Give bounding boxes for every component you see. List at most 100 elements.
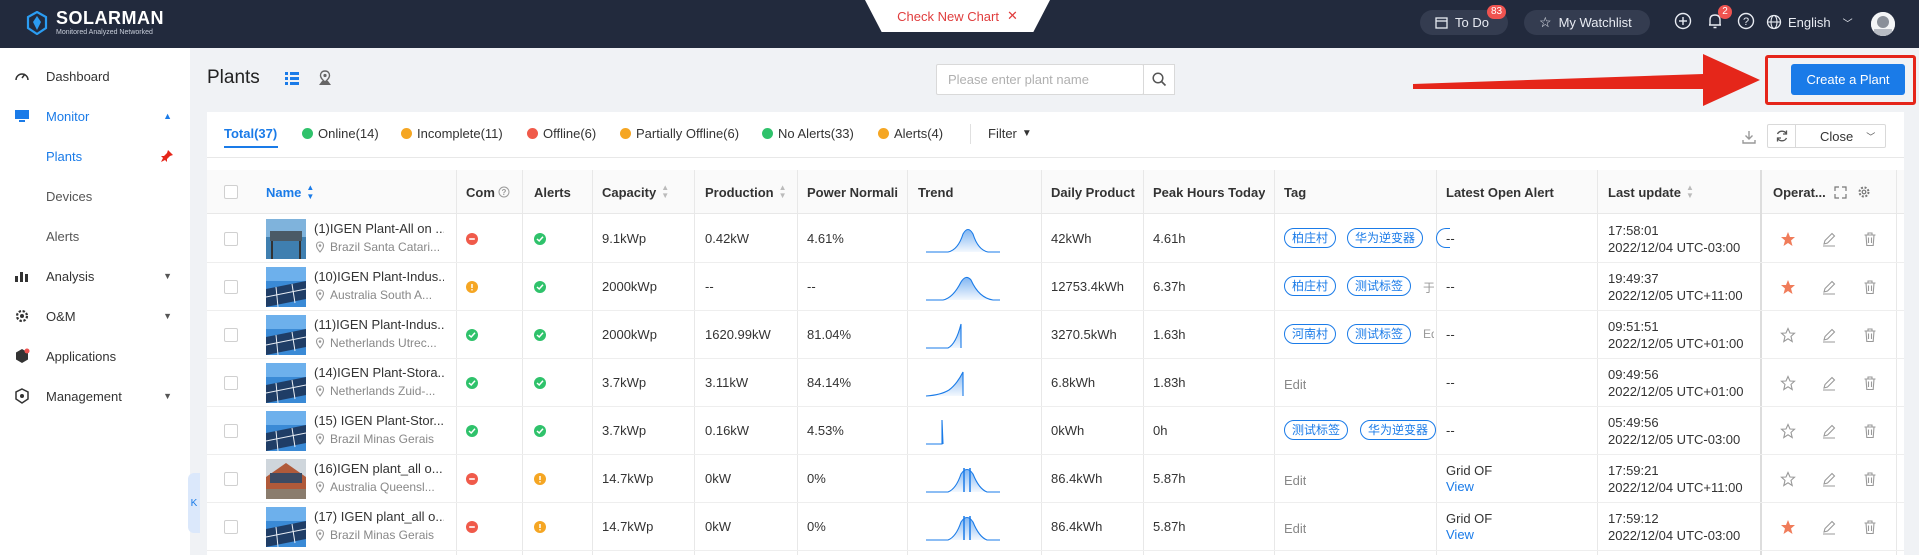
plant-search-input[interactable]: Please enter plant name — [936, 64, 1144, 95]
create-plant-button[interactable]: Create a Plant — [1791, 64, 1905, 95]
plant-thumbnail[interactable] — [266, 219, 306, 259]
table-row[interactable] — [207, 503, 1904, 551]
filter-partially-offline[interactable]: Partially Offline(6) — [620, 126, 739, 141]
avatar[interactable] — [1871, 12, 1895, 36]
trend-sparkline[interactable] — [923, 414, 1003, 448]
trend-sparkline[interactable] — [923, 270, 1003, 304]
settings-gear-icon[interactable] — [1857, 185, 1871, 199]
plant-name-link[interactable]: (11)IGEN Plant-Indus... — [314, 317, 444, 332]
sidebar-item-plants[interactable]: Plants — [0, 136, 190, 176]
plant-name-link[interactable]: (1)IGEN Plant-All on ... — [314, 221, 444, 236]
plant-thumbnail[interactable] — [266, 363, 306, 403]
close-dropdown[interactable]: Close ﹀ — [1767, 124, 1886, 148]
sidebar-item-applications[interactable]: Applications — [0, 336, 190, 376]
sidebar-item-devices[interactable]: Devices — [0, 176, 190, 216]
filter-dropdown[interactable]: Filter ▼ — [988, 126, 1032, 141]
tag-chip[interactable]: 测试标签 — [1347, 276, 1412, 296]
edit-pencil-icon[interactable] — [1821, 279, 1837, 295]
column-daily-production[interactable]: Daily Product — [1051, 170, 1135, 214]
expand-icon[interactable] — [1834, 185, 1847, 199]
table-row[interactable] — [207, 359, 1904, 407]
sidebar-item-management[interactable]: Management ▼ — [0, 376, 190, 416]
sidebar-item-om[interactable]: O&M ▼ — [0, 296, 190, 336]
filter-alerts[interactable]: Alerts(4) — [878, 126, 943, 141]
favorite-star-icon[interactable] — [1780, 231, 1796, 247]
download-icon[interactable] — [1741, 129, 1757, 145]
row-checkbox[interactable] — [224, 520, 238, 534]
column-peak-hours[interactable]: Peak Hours Today — [1153, 170, 1265, 214]
edit-pencil-icon[interactable] — [1821, 375, 1837, 391]
delete-trash-icon[interactable] — [1862, 519, 1878, 535]
filter-no-alerts[interactable]: No Alerts(33) — [762, 126, 854, 141]
delete-trash-icon[interactable] — [1862, 375, 1878, 391]
column-name[interactable]: Name ▲ ▼ — [266, 170, 314, 214]
row-checkbox[interactable] — [224, 424, 238, 438]
logo[interactable]: SOLARMAN Monitored Analyzed Networked — [26, 9, 164, 36]
refresh-button[interactable] — [1768, 125, 1796, 147]
tag-chip[interactable]: 测试标签 — [1347, 324, 1412, 344]
help-icon[interactable]: ? — [498, 186, 510, 198]
trend-sparkline[interactable] — [923, 510, 1003, 544]
column-latest-open-alert[interactable]: Latest Open Alert — [1446, 170, 1554, 214]
favorite-star-icon[interactable] — [1780, 375, 1796, 391]
sidebar-item-monitor[interactable]: Monitor ▲ — [0, 96, 190, 136]
trend-sparkline[interactable] — [923, 222, 1003, 256]
edit-pencil-icon[interactable] — [1821, 519, 1837, 535]
tag-chip[interactable]: 华为逆变器 — [1347, 228, 1424, 248]
edit-pencil-icon[interactable] — [1821, 231, 1837, 247]
favorite-star-icon[interactable] — [1780, 327, 1796, 343]
sort-icon[interactable]: ▲ ▼ — [306, 183, 315, 201]
plant-thumbnail[interactable] — [266, 411, 306, 451]
plant-name-link[interactable]: (10)IGEN Plant-Indus... — [314, 269, 444, 284]
column-production[interactable]: Production ▲ ▼ — [705, 170, 787, 214]
trend-sparkline[interactable] — [923, 318, 1003, 352]
row-checkbox[interactable] — [224, 232, 238, 246]
edit-tag-link[interactable]: Edit — [1284, 521, 1307, 536]
trend-sparkline[interactable] — [923, 462, 1003, 496]
tag-chip[interactable]: 华为逆变器 — [1360, 420, 1437, 440]
tag-chip[interactable]: 柏庄村 — [1284, 228, 1337, 248]
sidebar-item-dashboard[interactable]: Dashboard — [0, 56, 190, 96]
plant-name-link[interactable]: (14)IGEN Plant-Stora... — [314, 365, 444, 380]
row-checkbox[interactable] — [224, 376, 238, 390]
table-row[interactable] — [207, 407, 1904, 455]
column-last-update[interactable]: Last update ▲ ▼ — [1608, 170, 1694, 214]
edit-pencil-icon[interactable] — [1821, 423, 1837, 439]
delete-trash-icon[interactable] — [1862, 231, 1878, 247]
row-checkbox[interactable] — [224, 280, 238, 294]
favorite-star-icon[interactable] — [1780, 423, 1796, 439]
delete-trash-icon[interactable] — [1862, 423, 1878, 439]
watchlist-button[interactable]: ☆ My Watchlist — [1524, 10, 1650, 35]
plant-name-link[interactable]: (16)IGEN plant_all o... — [314, 461, 443, 476]
delete-trash-icon[interactable] — [1862, 327, 1878, 343]
tag-chip[interactable]: 柏庄村 — [1284, 276, 1337, 296]
language-selector[interactable]: English ﹀ — [1766, 14, 1853, 30]
edit-tag-link[interactable]: Edit — [1284, 377, 1307, 392]
view-alert-link[interactable]: View — [1446, 527, 1474, 542]
trend-sparkline[interactable] — [923, 366, 1003, 400]
view-alert-link[interactable]: View — [1446, 479, 1474, 494]
close-icon[interactable]: ✕ — [1006, 8, 1018, 23]
row-checkbox[interactable] — [224, 328, 238, 342]
column-power-normalized[interactable]: Power Normali — [807, 170, 899, 214]
bell-icon[interactable] — [1705, 12, 1725, 32]
column-operations[interactable]: Operat... — [1773, 170, 1871, 214]
tag-chip[interactable]: 测试标签 — [1284, 420, 1349, 440]
delete-trash-icon[interactable] — [1862, 279, 1878, 295]
filter-online[interactable]: Online(14) — [302, 126, 379, 141]
add-circle-icon[interactable] — [1673, 12, 1693, 32]
plant-thumbnail[interactable] — [266, 459, 306, 499]
filter-offline[interactable]: Offline(6) — [527, 126, 596, 141]
sort-icon[interactable]: ▲ ▼ — [778, 183, 787, 200]
column-com[interactable]: Com ? — [466, 170, 510, 214]
plant-thumbnail[interactable] — [266, 315, 306, 355]
pin-icon[interactable] — [160, 149, 174, 163]
plant-thumbnail[interactable] — [266, 507, 306, 547]
filter-total[interactable]: Total(37) — [224, 126, 277, 141]
map-view-icon[interactable] — [317, 70, 333, 86]
list-view-icon[interactable] — [284, 70, 300, 86]
plant-name-link[interactable]: (15) IGEN Plant-Stor... — [314, 413, 444, 428]
table-row[interactable] — [207, 263, 1904, 311]
favorite-star-icon[interactable] — [1780, 471, 1796, 487]
help-icon[interactable]: ? — [1736, 12, 1756, 32]
